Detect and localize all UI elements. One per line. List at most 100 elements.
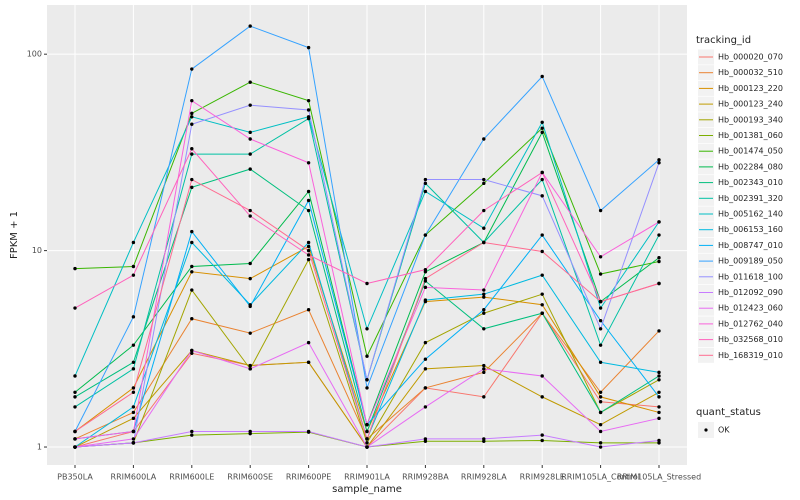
data-point — [248, 261, 252, 266]
legend-label: Hb_001381_060 — [718, 131, 783, 140]
x-tick-label: RRIM901LA — [344, 473, 390, 482]
data-point — [248, 152, 252, 156]
legend-label: Hb_012092_090 — [718, 288, 783, 297]
data-point — [657, 281, 661, 286]
data-point — [248, 429, 252, 434]
data-point — [248, 80, 252, 84]
data-point — [131, 315, 136, 319]
data-point — [306, 244, 311, 249]
data-point — [190, 98, 194, 103]
data-point — [248, 367, 252, 371]
legend-label: Hb_000032_510 — [718, 68, 783, 77]
legend-label: Hb_006153_160 — [718, 225, 783, 234]
data-point — [306, 108, 311, 112]
data-point — [657, 259, 661, 264]
data-point — [598, 343, 603, 347]
data-point — [248, 276, 252, 281]
data-point — [248, 304, 252, 309]
data-point — [482, 181, 486, 186]
data-point — [482, 226, 486, 230]
data-point — [540, 233, 544, 237]
data-point — [248, 137, 252, 141]
data-point — [365, 422, 369, 427]
data-point — [482, 137, 486, 141]
data-point — [657, 390, 661, 394]
data-point — [423, 181, 428, 186]
data-point — [365, 327, 369, 331]
data-point — [540, 170, 544, 175]
data-point — [657, 410, 661, 415]
legend-label: Hb_168319_010 — [718, 351, 783, 360]
data-point — [482, 437, 486, 441]
data-point — [540, 249, 544, 254]
data-point — [657, 158, 661, 162]
data-point — [540, 311, 544, 315]
data-point — [657, 405, 661, 409]
data-point — [657, 220, 661, 224]
data-point — [190, 351, 194, 356]
data-point — [598, 429, 603, 434]
data-point — [540, 433, 544, 437]
data-point — [482, 292, 486, 296]
x-tick-label: RRIM600LE — [169, 473, 214, 482]
data-point — [190, 264, 194, 269]
data-point — [598, 306, 603, 310]
data-point — [598, 400, 603, 404]
data-point — [657, 378, 661, 382]
data-point — [131, 264, 136, 269]
data-point — [190, 152, 194, 156]
data-point — [73, 306, 77, 310]
data-point — [131, 360, 136, 364]
data-point — [306, 340, 311, 345]
data-point — [365, 378, 369, 382]
data-point — [540, 130, 544, 135]
data-point — [482, 208, 486, 213]
data-point — [306, 257, 311, 262]
x-axis-title: sample_name — [332, 484, 402, 495]
y-tick-label: 1 — [37, 443, 42, 452]
data-point — [540, 303, 544, 307]
data-point — [598, 360, 603, 364]
data-point — [306, 45, 311, 50]
data-point — [73, 437, 77, 441]
data-point — [365, 429, 369, 434]
data-point — [190, 317, 194, 321]
data-point — [540, 120, 544, 125]
data-point — [365, 445, 369, 449]
legend-title: tracking_id — [696, 35, 751, 46]
legend-label: Hb_008747_010 — [718, 241, 783, 250]
data-point — [131, 386, 136, 390]
data-point — [598, 410, 603, 415]
x-tick-label: RRIM928BA — [402, 473, 449, 482]
x-tick-label: RRIM105LA_Control — [561, 473, 640, 482]
data-point — [657, 395, 661, 399]
data-point — [248, 208, 252, 213]
data-point — [482, 177, 486, 182]
data-point — [365, 386, 369, 390]
data-point — [657, 370, 661, 375]
data-point — [131, 240, 136, 245]
data-point — [248, 24, 252, 28]
data-point — [657, 374, 661, 378]
data-point — [423, 298, 428, 302]
data-point — [190, 429, 194, 434]
data-point — [306, 98, 311, 103]
x-tick-label: RRIM600LA — [111, 473, 157, 482]
data-point — [598, 395, 603, 399]
data-point — [365, 437, 369, 441]
data-point — [306, 248, 311, 253]
legend-label: Hb_001474_050 — [718, 147, 783, 156]
data-point — [482, 295, 486, 299]
data-point — [482, 308, 486, 312]
data-point — [540, 194, 544, 198]
data-point — [306, 189, 311, 194]
data-point — [131, 390, 136, 394]
data-point — [248, 167, 252, 171]
legend-label: Hb_009189_050 — [718, 257, 783, 266]
data-point — [482, 327, 486, 331]
data-point — [190, 147, 194, 151]
legend-label: Hb_012762_040 — [718, 319, 783, 328]
legend-label: Hb_005162_140 — [718, 210, 783, 219]
data-point — [131, 405, 136, 409]
data-point — [423, 177, 428, 182]
